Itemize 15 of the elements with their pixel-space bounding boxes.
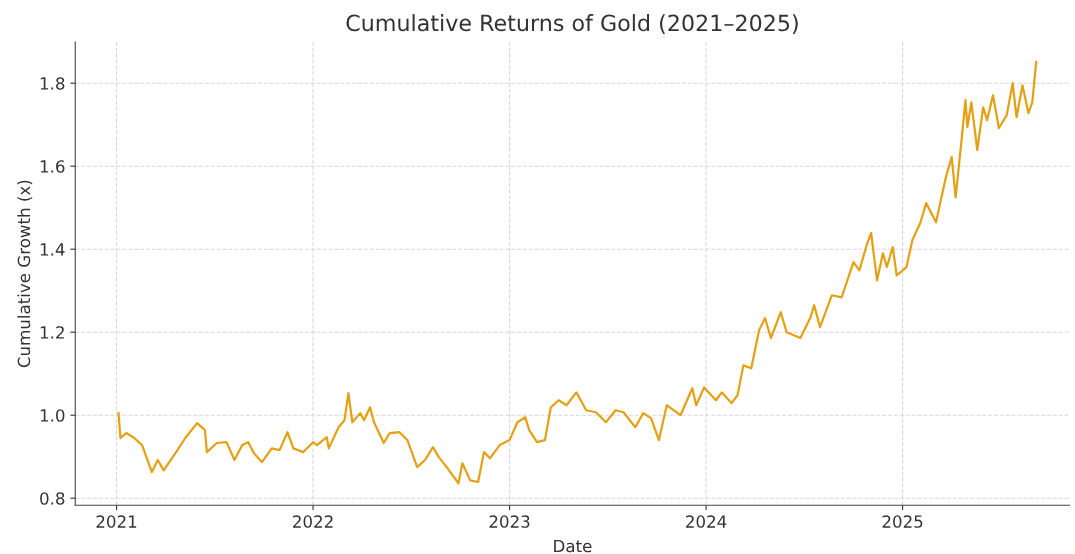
x-tick-label: 2022: [293, 515, 333, 528]
y-tick-label: 1.8: [40, 77, 65, 90]
y-tick-label: 1.0: [40, 409, 65, 422]
y-tick-label: 1.4: [40, 243, 65, 256]
x-tick-label: 2025: [882, 515, 923, 528]
x-tick-label: 2024: [686, 515, 727, 528]
line-series: [117, 60, 1038, 485]
x-tick-label: 2021: [96, 515, 137, 528]
x-axis-title: Date: [554, 539, 592, 553]
y-tick-label: 0.8: [40, 492, 65, 505]
y-tick-label: 1.6: [40, 160, 65, 173]
y-axis-title: Cumulative Growth (x): [17, 180, 33, 368]
x-tick-label: 2023: [489, 515, 530, 528]
y-tick-label: 1.2: [40, 326, 64, 339]
chart-title: Cumulative Returns of Gold (2021–2025): [346, 14, 798, 34]
